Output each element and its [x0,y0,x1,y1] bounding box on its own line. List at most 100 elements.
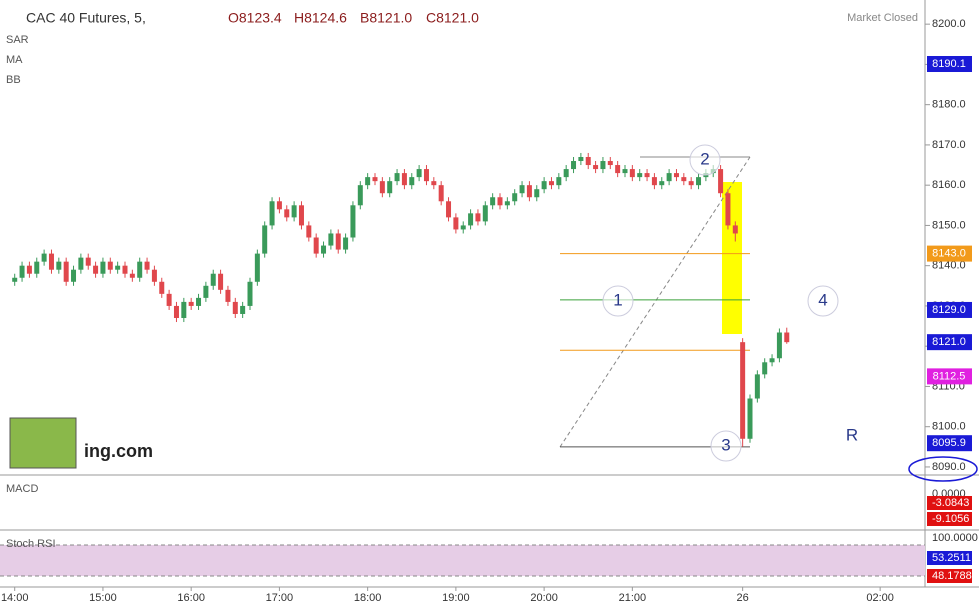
candle-body [203,285,209,298]
candle-body [144,261,150,270]
candle-body [519,185,525,194]
x-tick-label: 21:00 [619,592,647,604]
candle-body [490,197,496,206]
candle-body [571,161,577,170]
panel-label-box [927,496,972,510]
annotation: 1 [613,290,622,309]
candle-body [225,289,231,302]
x-tick-label: 26 [737,592,749,604]
indicator-label: SAR [6,34,29,46]
price-label: 8190.1 [932,58,966,70]
candle-body [232,301,238,314]
candle-body [541,181,547,190]
price-label-box [927,56,972,73]
candle-body [468,213,474,226]
ohlc-label: H8124.6 [294,10,347,26]
logo-text: ing.com [84,441,153,461]
candle-body [122,265,128,274]
price-label-box [927,368,972,385]
candle-body [56,261,62,270]
candle-body [313,237,319,254]
price-label: 8095.9 [932,437,966,449]
y-tick-label: 8170.0 [932,139,966,151]
candle-body [372,177,378,182]
candle-body [534,189,540,198]
x-tick-label: 14:00 [1,592,29,604]
chart-title: CAC 40 Futures, 5, [26,10,146,26]
panel-title: Stoch RSI [6,538,56,550]
panel-label-box [927,512,972,526]
candle-body [247,281,253,306]
candle-body [512,193,518,202]
candle-body [666,173,672,182]
candle-body [482,205,488,222]
ohlc-label: O8123.4 [228,10,282,26]
candle-body [497,197,503,206]
x-tick-label: 19:00 [442,592,470,604]
candle-body [240,305,246,314]
candle-body [100,261,106,274]
candle-body [446,201,452,218]
panel-label: -9.1056 [932,513,969,525]
candle-body [548,181,554,186]
indicator-label: BB [6,74,21,86]
candle-body [85,257,91,266]
candle-body [379,181,385,194]
x-tick-label: 20:00 [530,592,558,604]
candle-body [607,161,613,166]
candle-body [276,201,282,210]
candle-body [769,358,775,363]
y-tick-label: 8140.0 [932,260,966,272]
candle-body [504,201,510,206]
candle-body [747,398,753,439]
candle-body [188,301,194,306]
candle-body [34,261,40,274]
candle-body [181,301,187,319]
candle-body [365,177,371,186]
candle-body [409,177,415,186]
candle-body [651,177,657,186]
price-label-box [927,301,972,318]
candle-body [306,225,312,238]
market-status: Market Closed [847,12,918,24]
y-tick-label: 8090.0 [932,461,966,473]
candle-body [254,253,260,282]
candle-body [350,205,356,238]
candle-body [784,332,790,343]
ohlc-label: B8121.0 [360,10,412,26]
candle-body [688,181,694,186]
candle-body [63,261,69,282]
candle-body [107,261,113,270]
candle-body [12,277,18,282]
candle-body [151,269,157,282]
panel-label-box [927,569,972,583]
panel-label: 48.1788 [932,570,972,582]
annotation-circle [710,430,742,462]
ohlc-label: C8121.0 [426,10,479,26]
x-tick-label: 02:00 [866,592,894,604]
price-label-box [927,334,972,351]
candle-body [357,185,363,206]
candle-body [159,281,165,294]
y-tick-label: 8150.0 [932,219,966,231]
candle-body [556,177,562,186]
candle-body [754,374,760,399]
x-tick-label: 18:00 [354,592,382,604]
candle-body [673,173,679,178]
candle-body [718,169,724,194]
trend-line [559,156,751,448]
y-tick-label: 8200.0 [932,18,966,30]
candle-body [615,165,621,174]
candle-body [129,273,135,278]
candle-body [644,173,650,178]
candle-body [732,225,738,234]
candle-body [93,265,99,274]
x-tick-label: 17:00 [266,592,294,604]
candle-body [335,233,341,250]
candle-body [776,332,782,359]
candle-body [291,205,297,218]
panel-title: MACD [6,483,38,495]
candle-body [622,169,628,174]
annotation-circle [807,285,839,317]
